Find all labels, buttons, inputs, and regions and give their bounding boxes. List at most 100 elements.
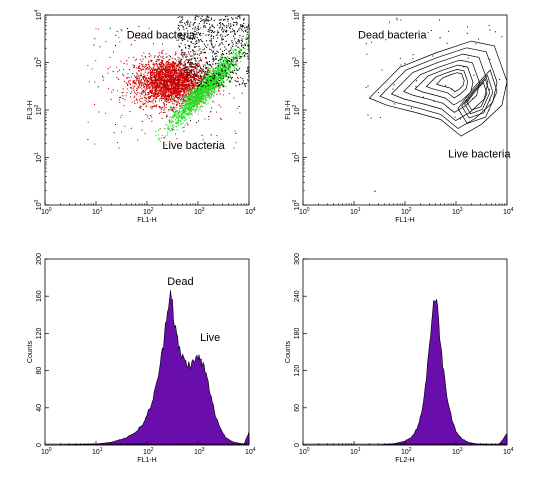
- scatter-point: [158, 75, 160, 77]
- scatter-point: [188, 60, 190, 62]
- scatter-point: [183, 107, 185, 109]
- scatter-point: [192, 94, 194, 96]
- scatter-point: [166, 79, 168, 81]
- scatter-point: [166, 87, 168, 89]
- scatter-point: [180, 76, 182, 78]
- scatter-point: [177, 77, 179, 79]
- scatter-point: [205, 88, 207, 90]
- scatter-point: [160, 61, 162, 63]
- scatter-point: [201, 79, 203, 81]
- scatter-point: [201, 77, 203, 79]
- scatter-point: [136, 75, 138, 77]
- scatter-point: [212, 26, 214, 28]
- scatter-point: [190, 79, 192, 81]
- scatter-point: [201, 80, 203, 82]
- scatter-point: [200, 38, 202, 40]
- scatter-point: [181, 24, 183, 26]
- scatter-point: [182, 74, 184, 76]
- scatter-point: [223, 54, 225, 56]
- scatter-point: [243, 25, 245, 27]
- scatter-point: [167, 72, 169, 74]
- scatter-point: [190, 89, 192, 91]
- scatter-point: [149, 101, 151, 103]
- scatter-point: [214, 86, 216, 88]
- scatter-point: [174, 62, 176, 64]
- scatter-point: [182, 111, 184, 113]
- scatter-point: [173, 92, 175, 94]
- scatter-point: [161, 86, 163, 88]
- scatter-point: [178, 74, 180, 76]
- scatter-point: [229, 70, 231, 72]
- scatter-point: [198, 70, 200, 72]
- scatter-point: [158, 77, 160, 79]
- scatter-point: [187, 88, 189, 90]
- scatter-point: [197, 95, 199, 97]
- scatter-point: [188, 100, 190, 102]
- scatter-point: [152, 93, 154, 95]
- scatter-point: [135, 83, 137, 85]
- scatter-point: [213, 47, 215, 49]
- scatter-point: [225, 31, 227, 33]
- scatter-point: [232, 63, 234, 65]
- scatter-point: [185, 106, 187, 108]
- scatter-point: [187, 83, 189, 85]
- scatter-point: [169, 94, 171, 96]
- scatter-point: [172, 86, 174, 88]
- scatter-point: [205, 79, 207, 81]
- scatter-point: [192, 106, 194, 108]
- scatter-point: [207, 30, 209, 32]
- scatter-point: [178, 97, 180, 99]
- scatter-point: [179, 79, 181, 81]
- scatter-point: [181, 55, 183, 57]
- scatter-point: [157, 59, 159, 61]
- scatter-point: [202, 41, 204, 43]
- scatter-point: [155, 106, 157, 108]
- scatter-point: [153, 81, 155, 83]
- scatter-point: [164, 84, 166, 86]
- scatter-point: [170, 87, 172, 89]
- scatter-point: [171, 93, 173, 95]
- scatter-point: [164, 87, 166, 89]
- scatter-point: [234, 56, 236, 58]
- scatter-point: [182, 99, 184, 101]
- scatter-point: [175, 83, 177, 85]
- scatter-point: [157, 56, 159, 58]
- scatter-point: [207, 87, 209, 89]
- scatter-point: [240, 61, 242, 63]
- scatter-point: [212, 77, 214, 79]
- scatter-point: [174, 95, 176, 97]
- scatter-point: [159, 64, 161, 66]
- scatter-point: [191, 38, 193, 40]
- scatter-point: [212, 88, 214, 90]
- scatter-point: [219, 70, 221, 72]
- scatter-point: [173, 83, 175, 85]
- scatter-point: [231, 60, 233, 62]
- scatter-point: [233, 21, 235, 23]
- scatter-point: [213, 27, 215, 29]
- scatter-point: [219, 22, 221, 24]
- scatter-point: [221, 38, 223, 40]
- scatter-point: [170, 130, 172, 132]
- scatter-point: [218, 45, 220, 47]
- scatter-point: [185, 109, 187, 111]
- scatter-point: [207, 70, 209, 72]
- scatter-point: [212, 78, 214, 80]
- scatter-point: [143, 73, 145, 75]
- scatter-point: [231, 53, 233, 55]
- panel-top-left: 100 101 102 103 104FL1-H100101102103104FL3-H…: [27, 9, 256, 224]
- scatter-point: [177, 88, 179, 90]
- scatter-point: [204, 83, 206, 85]
- scatter-point: [176, 66, 178, 68]
- scatter-point: [221, 72, 223, 74]
- scatter-point: [192, 85, 194, 87]
- scatter-point: [129, 83, 131, 85]
- scatter-point: [227, 76, 229, 78]
- scatter-point: [242, 47, 244, 49]
- scatter-point: [171, 109, 173, 111]
- scatter-point: [158, 137, 160, 139]
- scatter-point: [217, 37, 219, 39]
- scatter-point: [224, 16, 226, 18]
- scatter-point: [174, 70, 176, 72]
- scatter-point: [168, 91, 170, 93]
- scatter-point: [202, 69, 204, 71]
